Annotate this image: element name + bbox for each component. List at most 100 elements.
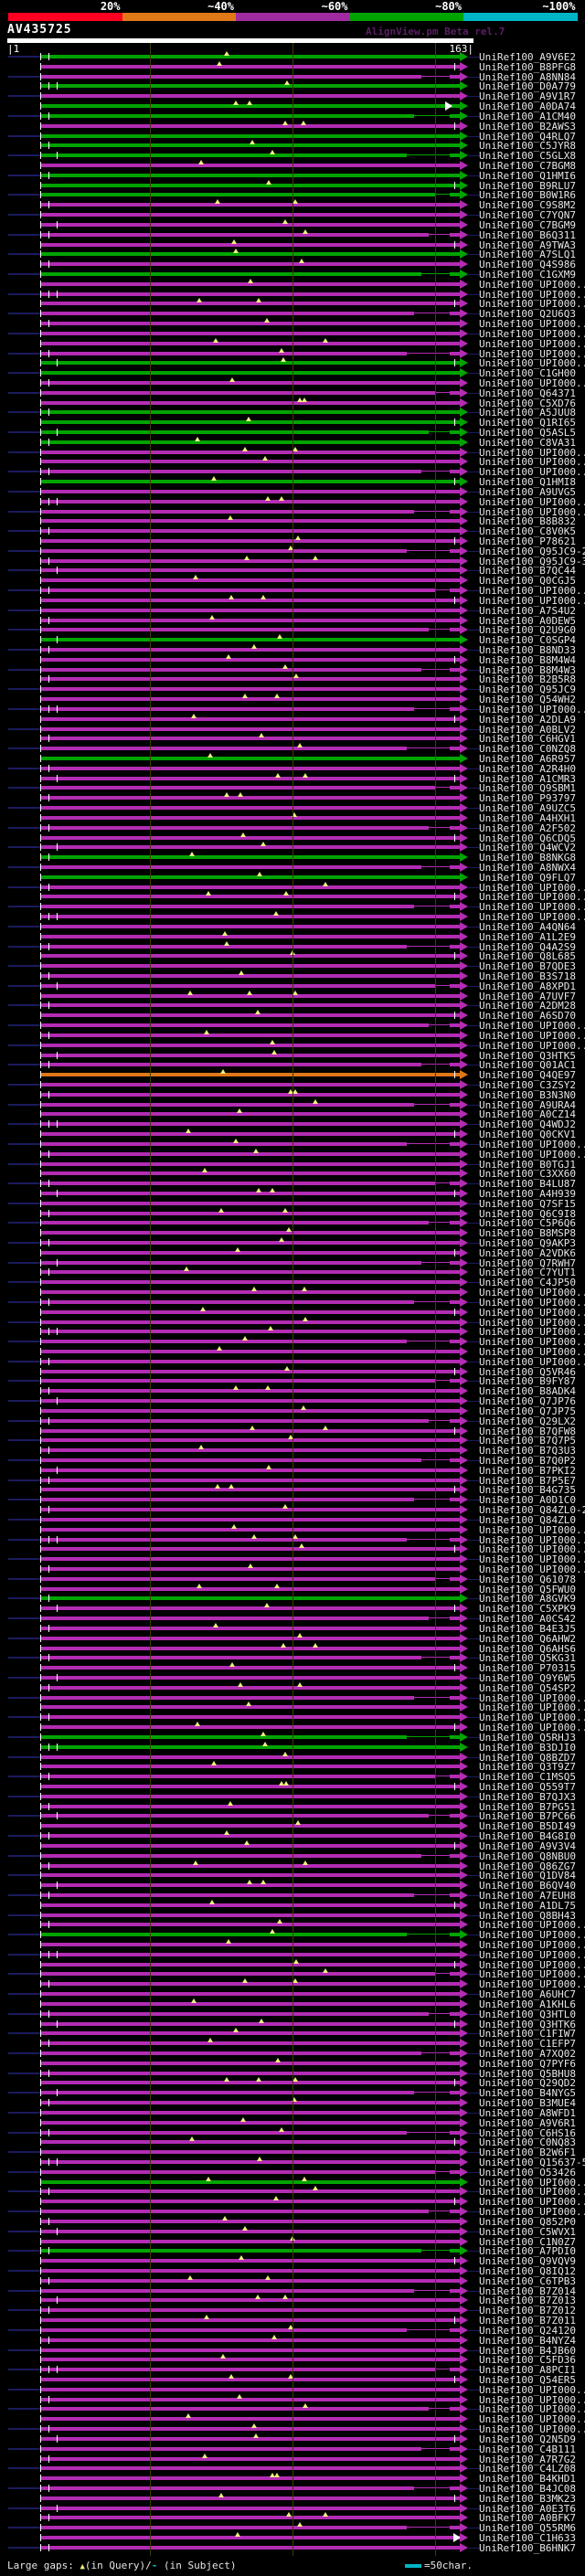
hit-accession-link[interactable]: UniRef100_B8B832 [479,515,576,527]
hit-accession-link[interactable]: UniRef100_Q54SP2 [479,1682,576,1694]
hit-accession-link[interactable]: UniRef100_A1CMR3 [479,773,576,785]
hit-accession-link[interactable]: UniRef100_B3N3N0 [479,1089,576,1101]
hit-accession-link[interactable]: UniRef100_Q852P0 [479,2216,576,2228]
hit-accession-link[interactable]: UniRef100_C0NQ83 [479,2136,576,2148]
hit-accession-link[interactable]: UniRef100_A4QN64 [479,921,576,933]
hit-accession-link[interactable]: UniRef100_B4LU87 [479,1178,576,1190]
hit-accession-link[interactable]: UniRef100_C8V0K5 [479,525,576,537]
hit-accession-link[interactable]: UniRef100_UPI000.. [479,2403,585,2415]
hit-accession-link[interactable]: UniRef100_C0SGP4 [479,634,576,646]
hit-accession-link[interactable]: UniRef100_Q4RLQ7 [479,131,576,143]
hit-accession-link[interactable]: UniRef100_B8MSP8 [479,1227,576,1239]
hit-accession-link[interactable]: UniRef100_Q6CDQ5 [479,832,576,844]
hit-accession-link[interactable]: UniRef100_A0DEW5 [479,615,576,627]
hit-accession-link[interactable]: UniRef100_B7QFW8 [479,1426,576,1437]
hit-accession-link[interactable]: UniRef100_UPI000.. [479,1978,585,1990]
hit-accession-link[interactable]: UniRef100_Q2U6Q3 [479,308,576,320]
hit-accession-link[interactable]: UniRef100_C3XX60 [479,1168,576,1180]
hit-accession-link[interactable]: UniRef100_B2AWS3 [479,121,576,133]
hit-accession-link[interactable]: UniRef100_A9URA4 [479,1099,576,1111]
hit-accession-link[interactable]: UniRef100_B0TGJ1 [479,1159,576,1171]
hit-accession-link[interactable]: UniRef100_UPI000.. [479,2196,585,2208]
hit-accession-link[interactable]: UniRef100_UPI000.. [479,1346,585,1358]
hit-accession-link[interactable]: UniRef100_UPI000.. [479,338,585,350]
hit-accession-link[interactable]: UniRef100_A7XQ02 [479,2048,576,2060]
hit-accession-link[interactable]: UniRef100_Q4QE97 [479,1069,576,1081]
hit-accession-link[interactable]: UniRef100_B4G8I0 [479,1830,576,1842]
hit-accession-link[interactable]: UniRef100_Q7RWH7 [479,1257,576,1269]
hit-accession-link[interactable]: UniRef100_A9V3V4 [479,1840,576,1852]
hit-accession-link[interactable]: UniRef100_Q5FWU0 [479,1584,576,1595]
hit-accession-link[interactable]: UniRef100_UPI000.. [479,882,585,894]
hit-accession-link[interactable]: UniRef100_B4KHD1 [479,2473,576,2485]
hit-accession-link[interactable]: UniRef100_Q7JP76 [479,1395,576,1407]
hit-accession-link[interactable]: UniRef100_UPI000.. [479,506,585,518]
hit-accession-link[interactable]: UniRef100_A1KHL6 [479,1998,576,2010]
hit-accession-link[interactable]: UniRef100_UPI000.. [479,1722,585,1733]
hit-accession-link[interactable]: UniRef100_B9FY87 [479,1375,576,1387]
hit-accession-link[interactable]: UniRef100_A9V6E2 [479,51,576,63]
hit-accession-link[interactable]: UniRef100_A0D1C0 [479,1494,576,1506]
hit-accession-link[interactable]: UniRef100_UPI000.. [479,2413,585,2425]
hit-accession-link[interactable]: UniRef100_C8VA31 [479,437,576,449]
hit-accession-link[interactable]: UniRef100_C7BGM9 [479,219,576,231]
hit-accession-link[interactable]: UniRef100_UPI000.. [479,496,585,508]
hit-accession-link[interactable]: UniRef100_Q4A2S9 [479,941,576,953]
hit-accession-link[interactable]: UniRef100_Q0CKV1 [479,1129,576,1140]
hit-accession-link[interactable]: UniRef100_C5XPK9 [479,1603,576,1615]
hit-accession-link[interactable]: UniRef100_A5JUU8 [479,407,576,419]
hit-accession-link[interactable]: UniRef100_B7Z012 [479,2305,576,2316]
hit-accession-link[interactable]: UniRef100_A8WFD1 [479,2107,576,2119]
hit-accession-link[interactable]: UniRef100_C7BGM8 [479,160,576,172]
hit-accession-link[interactable]: UniRef100_UPI000.. [479,1939,585,1951]
hit-accession-link[interactable]: UniRef100_C4LZ08 [479,2463,576,2475]
hit-accession-link[interactable]: UniRef100_C5FD36 [479,2354,576,2366]
hit-accession-link[interactable]: UniRef100_Q29QD2 [479,2077,576,2089]
hit-accession-link[interactable]: UniRef100_B8ND33 [479,644,576,656]
hit-accession-link[interactable]: UniRef100_B4G735 [479,1484,576,1496]
hit-accession-link[interactable]: UniRef100_B8M4W4 [479,654,576,666]
hit-accession-link[interactable]: UniRef100_D0A779 [479,80,576,92]
hit-accession-link[interactable]: UniRef100_A2DLA9 [479,714,576,726]
hit-accession-link[interactable]: UniRef100_UPI000.. [479,1326,585,1338]
hit-accession-link[interactable]: UniRef100_UPI000.. [479,1356,585,1368]
hit-accession-link[interactable]: UniRef100_Q54ER5 [479,2374,576,2386]
hit-accession-link[interactable]: UniRef100_B7Z011 [479,2315,576,2327]
hit-accession-link[interactable]: UniRef100_Q9Y6W5 [479,1672,576,1684]
hit-accession-link[interactable]: UniRef100_UPI000.. [479,279,585,291]
hit-accession-link[interactable]: UniRef100_A9TWA3 [479,239,576,251]
hit-accession-link[interactable]: UniRef100_Q6AHW2 [479,1633,576,1645]
hit-accession-link[interactable]: UniRef100_UPI000.. [479,466,585,478]
hit-accession-link[interactable]: UniRef100_Q3HTK6 [479,2019,576,2030]
hit-accession-link[interactable]: UniRef100_Q86ZG7 [479,1860,576,1872]
hit-accession-link[interactable]: UniRef100_Q1RI65 [479,417,576,429]
hit-accession-link[interactable]: UniRef100_C7YQN7 [479,209,576,221]
hit-accession-link[interactable]: UniRef100_Q7PYF6 [479,2058,576,2070]
hit-accession-link[interactable]: UniRef100_Q5VR46 [479,1366,576,1378]
hit-accession-link[interactable]: UniRef100_Q8BH43 [479,1910,576,1922]
hit-accession-link[interactable]: UniRef100_A8NWX4 [479,862,576,874]
hit-accession-link[interactable]: UniRef100_Q6C9I8 [479,1208,576,1220]
hit-accession-link[interactable]: UniRef100_A1DL75 [479,1900,576,1912]
hit-accession-link[interactable]: UniRef100_UPI000.. [479,377,585,389]
hit-accession-link[interactable]: UniRef100_UPI000.. [479,1336,585,1348]
hit-accession-link[interactable]: UniRef100_UPI000.. [479,2384,585,2396]
hit-accession-link[interactable]: UniRef100_UPI000.. [479,901,585,913]
hit-accession-link[interactable]: UniRef100_C6HS16 [479,2127,576,2139]
hit-accession-link[interactable]: UniRef100_UPI000.. [479,1712,585,1723]
hit-accession-link[interactable]: UniRef100_A8PCI1 [479,2364,576,2376]
hit-accession-link[interactable]: UniRef100_UPI000.. [479,1919,585,1931]
hit-accession-link[interactable]: UniRef100_UPI000.. [479,585,585,597]
hit-accession-link[interactable]: UniRef100_UPI000.. [479,704,585,716]
hit-accession-link[interactable]: UniRef100_A0CZ14 [479,1108,576,1120]
hit-accession-link[interactable]: UniRef100_B7Q0P2 [479,1455,576,1467]
hit-accession-link[interactable]: UniRef100_Q8BZD7 [479,1752,576,1764]
hit-accession-link[interactable]: UniRef100_A1L2E9 [479,931,576,943]
hit-accession-link[interactable]: UniRef100_A8XPD1 [479,981,576,992]
hit-accession-link[interactable]: UniRef100_UPI000.. [479,357,585,369]
hit-accession-link[interactable]: UniRef100_UPI000.. [479,1553,585,1565]
hit-accession-link[interactable]: UniRef100_UPI000.. [479,2206,585,2218]
hit-accession-link[interactable]: UniRef100_A4HXH1 [479,812,576,824]
hit-accession-link[interactable]: UniRef100_B7Z014 [479,2285,576,2297]
hit-accession-link[interactable]: UniRef100_Q24120 [479,2325,576,2337]
